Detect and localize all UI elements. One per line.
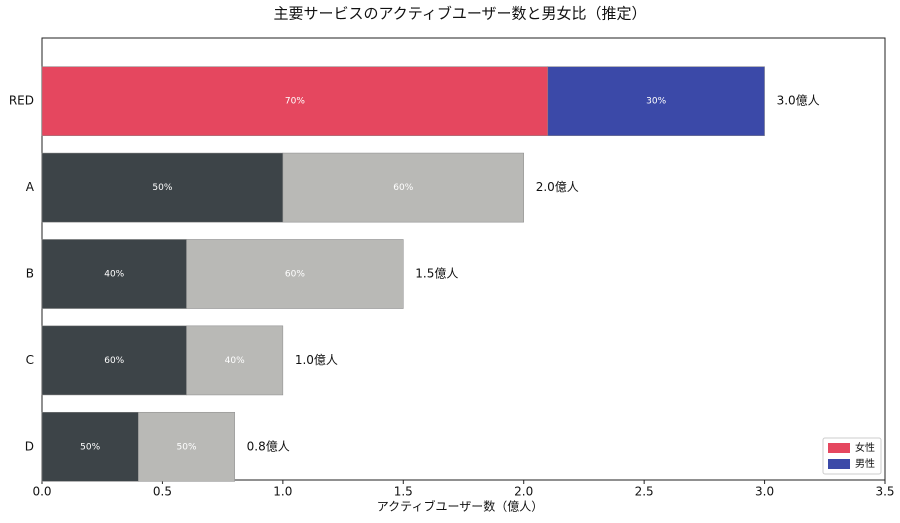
segment-label: 60% (285, 270, 305, 280)
bar-segment (138, 411, 235, 482)
bar-segment (282, 152, 524, 223)
y-tick-label: C (26, 353, 34, 367)
total-label: 0.8億人 (247, 439, 290, 453)
x-tick-label: 0.0 (32, 485, 51, 499)
y-tick-label: RED (9, 94, 34, 108)
x-tick-label: 2.0 (514, 485, 533, 499)
bar-segment (41, 239, 187, 309)
segment-label: 50% (152, 183, 172, 193)
segment-label: 50% (80, 442, 100, 452)
bar-segment (41, 152, 284, 223)
bar-segment (41, 66, 549, 137)
segment-label: 40% (104, 270, 124, 280)
chart-title: 主要サービスのアクティブユーザー数と男女比（推定） (273, 5, 646, 23)
x-axis-label: アクティブユーザー数（億人） (377, 499, 543, 514)
segment-label: 70% (285, 97, 305, 107)
y-tick-label: B (26, 267, 34, 281)
bar-segment (547, 66, 765, 137)
x-tick-label: 3.5 (875, 485, 894, 499)
bar-segment (186, 239, 404, 309)
x-tick-label: 2.5 (635, 485, 654, 499)
total-label: 1.0億人 (295, 353, 338, 367)
x-tick-label: 1.5 (394, 485, 413, 499)
x-tick-label: 0.5 (153, 485, 172, 499)
total-label: 3.0億人 (777, 94, 820, 108)
y-tick-label: D (25, 439, 34, 453)
y-tick-label: A (26, 180, 35, 194)
total-label: 1.5億人 (415, 267, 458, 281)
legend-label: 男性 (855, 457, 875, 470)
segment-label: 40% (225, 356, 245, 366)
total-label: 2.0億人 (536, 180, 579, 194)
bar-segment (41, 411, 139, 482)
segment-label: 30% (646, 97, 666, 107)
x-tick-label: 1.0 (273, 485, 292, 499)
segment-label: 60% (104, 356, 124, 366)
legend-swatch (828, 459, 850, 469)
segment-label: 50% (177, 442, 197, 452)
bar-segment (186, 325, 284, 396)
segment-label: 60% (393, 183, 413, 193)
legend-label: 女性 (855, 441, 875, 454)
legend-swatch (828, 443, 850, 453)
x-tick-label: 3.0 (755, 485, 774, 499)
